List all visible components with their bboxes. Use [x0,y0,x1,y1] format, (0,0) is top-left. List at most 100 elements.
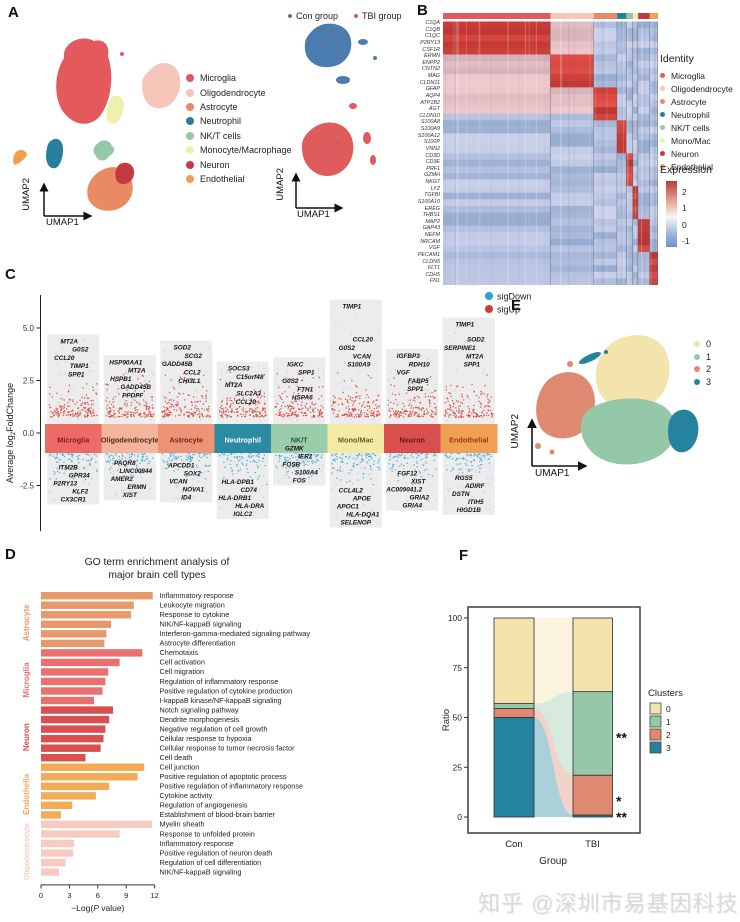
go-term-label: Inflammatory response [160,591,234,600]
go-term-label: Dendrite morphogenesis [160,715,240,724]
umap-celltypes [13,38,181,211]
c-down-gene: CCL4L2 [339,488,364,495]
c-up-gene: MT2A [128,368,146,375]
c-down-gene: KLF2 [72,488,88,495]
go-term-label: Response to cytokine [160,610,230,619]
c-down-gene: ADIRF [464,483,486,490]
gene-label: NRCAM [420,238,440,245]
c-band-Neutrophil [214,424,272,453]
legend-item: NK/T cells [186,129,292,143]
clusters-legend-label: 1 [666,717,671,727]
panel-label-a: A [8,4,19,21]
go-term-label: Notch signaling pathway [160,705,239,714]
go-bar [41,868,59,876]
umap-blob-neuron [115,162,135,184]
umap-blob-cluster3-streak [579,352,601,364]
ratio-ribbon-cluster3 [534,717,573,817]
c-down-gene: ITIH5 [468,499,484,506]
umap-blob-con-sat2 [336,76,350,84]
umap-blob-con-sat [358,39,368,45]
c-up-gene: CCL20 [236,399,257,406]
c-band-label: Microglia [57,436,90,445]
umap-speckles [322,35,339,154]
go-xtick: 12 [150,891,158,900]
c-legend-label: sigUp [497,305,520,315]
go-term-label: Cytokine activity [160,791,213,800]
umap-blob-tbi-sat3 [349,103,357,109]
c-up-gene: G0S2 [339,345,356,352]
c-downbox-Endothelial [442,453,495,515]
go-title-line2: major brain cell types [108,570,206,581]
c-dots-Oligodendrocyte [105,360,155,497]
go-bar [41,839,75,848]
c-down-gene: S100A4 [295,470,319,477]
c-up-gene: SOCS3 [228,366,250,373]
legend-label: Neuron [200,159,230,170]
clusters-legend-swatch [649,741,662,754]
legend-item: 2 [694,363,711,376]
c-up-gene: C15orf48 [236,374,264,381]
go-xtick: 9 [124,891,128,900]
c-up-gene: SLC2A3 [236,391,261,398]
ratio-ytick: 100 [448,613,462,623]
gene-label: AGT [428,106,440,113]
go-bar [41,696,95,705]
go-bar [41,620,112,628]
panel-label-e: E [511,297,522,314]
legend-item: Endothelial [186,172,292,186]
legend-item: 1 [694,351,711,364]
clusters-legend-label: 2 [666,730,671,740]
legend-dot [694,341,700,348]
legend-dot [660,112,665,117]
legend-label: 3 [706,376,712,387]
legend-label: Mono/Mac [671,135,711,146]
c-band-label: Mono/Mac [338,436,374,445]
c-down-gene: DSTN [452,491,470,498]
legend-label: Oligodendrocyte [200,87,266,98]
go-term-label: Regulation of inflammatory response [160,677,279,686]
gene-label: S100A8 [420,119,440,126]
go-group-label-Neuron: Neuron [22,723,31,751]
clusters-legend-swatch [649,728,662,741]
c-downbox-NK/T [273,453,326,486]
heatmap-annotation-Oligodendrocyte [550,13,594,19]
c-down-gene: ERMN [127,484,146,491]
go-bar [41,611,131,619]
expression-tick: 0 [682,220,687,230]
c-up-gene: SPP1 [68,372,85,379]
expression-tick: 1 [682,203,687,213]
go-term-label: Interferon-gamma-mediated signaling path… [160,629,311,638]
ratio-category-TBI: TBI [585,839,600,850]
c-dots-Mono/Mac [331,311,381,521]
expression-title: Expression [660,164,712,176]
umap-blob-neutrophil [46,138,64,169]
go-xtick: 3 [67,891,71,900]
heatmap-annotation-NK/T cells [626,13,633,19]
umap-blob-cluster3 [668,409,699,453]
legend-item: Oligodendrocyte [660,82,733,95]
expression-gradient [666,181,677,247]
go-term-label: Cell activation [160,658,205,667]
clusters-legend-swatch [649,702,662,715]
legend-label: 0 [706,339,712,350]
ratio-bar-TBI-cluster2 [572,774,613,816]
legend-label: Microglia [200,73,237,84]
legend-dot [694,353,700,360]
c-down-gene: GPR34 [69,472,90,479]
legend-label: Oligodendrocyte [671,83,733,94]
go-bar [41,639,105,648]
go-term-label: Regulation of cell differentiation [160,858,262,867]
ratio-ytick: 25 [453,762,463,772]
c-up-gene: SCG2 [185,353,203,360]
gene-label: C1QA [425,20,440,26]
gene-label: EREG [424,205,440,212]
c-up-gene: GADD45B [120,384,151,391]
c-upbox-Oligodendrocyte [103,355,156,424]
go-group-label-Microglia: Microglia [22,662,31,698]
legend-dot [694,378,700,385]
legend-item: Neutrophil [660,108,733,121]
legend-label: TBI group [362,11,402,21]
group-legend-item: TBI group [354,11,402,21]
